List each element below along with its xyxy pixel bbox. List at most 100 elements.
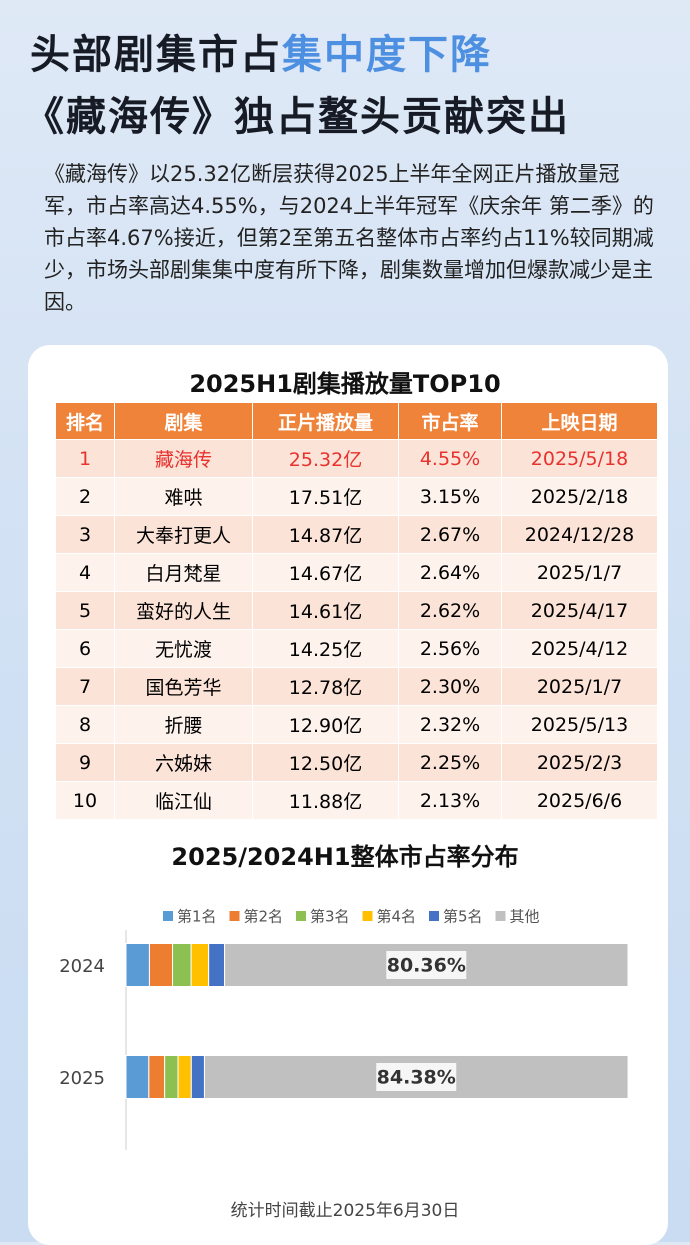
bar-segment xyxy=(148,1055,166,1099)
table-cell: 临江仙 xyxy=(114,781,253,820)
table-cell: 2025/2/3 xyxy=(501,743,658,782)
table-cell: 2025/5/13 xyxy=(501,705,658,744)
table-cell: 2.25% xyxy=(398,743,502,782)
table-cell: 难哄 xyxy=(114,477,253,516)
table-cell: 25.32亿 xyxy=(252,439,399,478)
table-cell: 8 xyxy=(55,705,115,744)
header-cell: 市占率 xyxy=(398,402,502,440)
bar-segment xyxy=(125,943,150,987)
table-cell: 大奉打更人 xyxy=(114,515,253,554)
table-cell: 2024/12/28 xyxy=(501,515,658,554)
table-cell: 2025/2/18 xyxy=(501,477,658,516)
legend-swatch xyxy=(229,911,240,921)
table-cell: 2025/4/12 xyxy=(501,629,658,668)
legend-label: 第2名 xyxy=(244,908,284,926)
legend-swatch xyxy=(429,911,439,921)
table-cell: 11.88亿 xyxy=(252,781,399,820)
paragraph: 《藏海传》以25.32亿断层获得2025上半年全网正片播放量冠军，市占率高达4.… xyxy=(44,162,654,314)
legend-swatch xyxy=(362,911,373,921)
label-bg xyxy=(376,1063,457,1091)
table-header: 排名 剧集 正片播放量 市占率 上映日期 xyxy=(55,402,658,440)
bar-segment xyxy=(148,943,174,987)
chart-title: 2025/2024H1整体市占率分布 xyxy=(171,843,518,871)
table-cell: 白月梵星 xyxy=(114,553,253,592)
bar-segment xyxy=(177,1055,192,1099)
legend-swatch xyxy=(163,911,173,921)
header-cell: 排名 xyxy=(55,402,115,440)
table-cell: 5 xyxy=(55,591,115,630)
table-title: 2025H1剧集播放量TOP10 xyxy=(189,370,501,398)
table-row: 1 藏海传 25.32亿 4.55% 2025/5/18 xyxy=(55,439,658,478)
data-label: 80.36% xyxy=(387,955,466,977)
table-row: 10 临江仙 11.88亿 2.13% 2025/6/6 xyxy=(55,781,658,820)
table-cell: 2.32% xyxy=(398,705,502,744)
bar-segment xyxy=(190,943,210,987)
table-cell: 2025/6/6 xyxy=(501,781,658,820)
footnote: 统计时间截止2025年6月30日 xyxy=(230,1201,460,1221)
table-cell: 2.13% xyxy=(398,781,502,820)
table-cell: 六姊妹 xyxy=(114,743,253,782)
table: 排名 剧集 正片播放量 市占率 上映日期 1 藏海传 25.32亿 4.55% 2025/5/18… xyxy=(55,402,658,820)
table-cell: 2025/1/7 xyxy=(501,667,658,706)
table-cell: 4 xyxy=(55,553,115,592)
table-row: 8 折腰 12.90亿 2.32% 2025/5/13 xyxy=(55,705,658,744)
chart: 2025/2024H1整体市占率分布 第1名 第2名 第3名 第4名 第5名 其他 2024… xyxy=(59,843,629,1150)
header-cell: 上映日期 xyxy=(501,402,658,440)
table-row: 3 大奉打更人 14.87亿 2.67% 2024/12/28 xyxy=(55,515,658,554)
legend-label: 第1名 xyxy=(177,908,217,926)
table-cell: 6 xyxy=(55,629,115,668)
table-cell: 1 xyxy=(55,439,115,478)
table-cell: 12.78亿 xyxy=(252,667,399,706)
table-row: 7 国色芳华 12.78亿 2.30% 2025/1/7 xyxy=(55,667,658,706)
legend-label: 其他 xyxy=(510,908,540,926)
table-cell: 无忧渡 xyxy=(114,629,253,668)
table-cell: 3 xyxy=(55,515,115,554)
header-cell: 剧集 xyxy=(114,402,253,440)
table-cell: 14.61亿 xyxy=(252,591,399,630)
table-cell: 2.62% xyxy=(398,591,502,630)
table-cell: 藏海传 xyxy=(114,439,253,478)
table-cell: 17.51亿 xyxy=(252,477,399,516)
bar-segment xyxy=(164,1055,179,1099)
table-cell: 10 xyxy=(55,781,115,820)
headline-line2: 《藏海传》独占鳌头贡献突出 xyxy=(24,94,570,140)
legend-swatch xyxy=(495,911,506,921)
table-cell: 2.67% xyxy=(398,515,502,554)
legend-label: 第5名 xyxy=(443,908,483,926)
table-row: 6 无忧渡 14.25亿 2.56% 2025/4/12 xyxy=(55,629,658,668)
table-cell: 蛮好的人生 xyxy=(114,591,253,630)
table-cell: 9 xyxy=(55,743,115,782)
table-cell: 4.55% xyxy=(398,439,502,478)
table-cell: 2025/1/7 xyxy=(501,553,658,592)
table-cell: 2 xyxy=(55,477,115,516)
table-cell: 折腰 xyxy=(114,705,253,744)
legend-label: 第4名 xyxy=(377,908,417,926)
table-cell: 7 xyxy=(55,667,115,706)
table-cell: 14.25亿 xyxy=(252,629,399,668)
y-tick-label: 2025 xyxy=(59,1068,105,1089)
table-cell: 12.90亿 xyxy=(252,705,399,744)
table-row: 9 六姊妹 12.50亿 2.25% 2025/2/3 xyxy=(55,743,658,782)
table-cell: 国色芳华 xyxy=(114,667,253,706)
bar-segment xyxy=(172,943,192,987)
table-cell: 14.87亿 xyxy=(252,515,399,554)
bar-segment xyxy=(190,1055,205,1099)
table-row: 2 难哄 17.51亿 3.15% 2025/2/18 xyxy=(55,477,658,516)
data-label: 84.38% xyxy=(377,1067,456,1089)
table-cell: 2.64% xyxy=(398,553,502,592)
label-bg xyxy=(386,951,467,979)
table-cell: 3.15% xyxy=(398,477,502,516)
table-row: 5 蛮好的人生 14.61亿 2.62% 2025/4/17 xyxy=(55,591,658,630)
table-cell: 2.56% xyxy=(398,629,502,668)
table-cell: 12.50亿 xyxy=(252,743,399,782)
table-cell: 2025/4/17 xyxy=(501,591,658,630)
legend-swatch xyxy=(296,911,306,921)
table-cell: 2025/5/18 xyxy=(501,439,658,478)
legend-label: 第3名 xyxy=(310,908,350,926)
bar-segment xyxy=(125,1055,150,1099)
table-row: 4 白月梵星 14.67亿 2.64% 2025/1/7 xyxy=(55,553,658,592)
table-cell: 14.67亿 xyxy=(252,553,399,592)
headline-blue: 集中度下降 xyxy=(282,32,492,78)
headline-line1: 头部剧集市占集中度下降 xyxy=(30,22,492,80)
